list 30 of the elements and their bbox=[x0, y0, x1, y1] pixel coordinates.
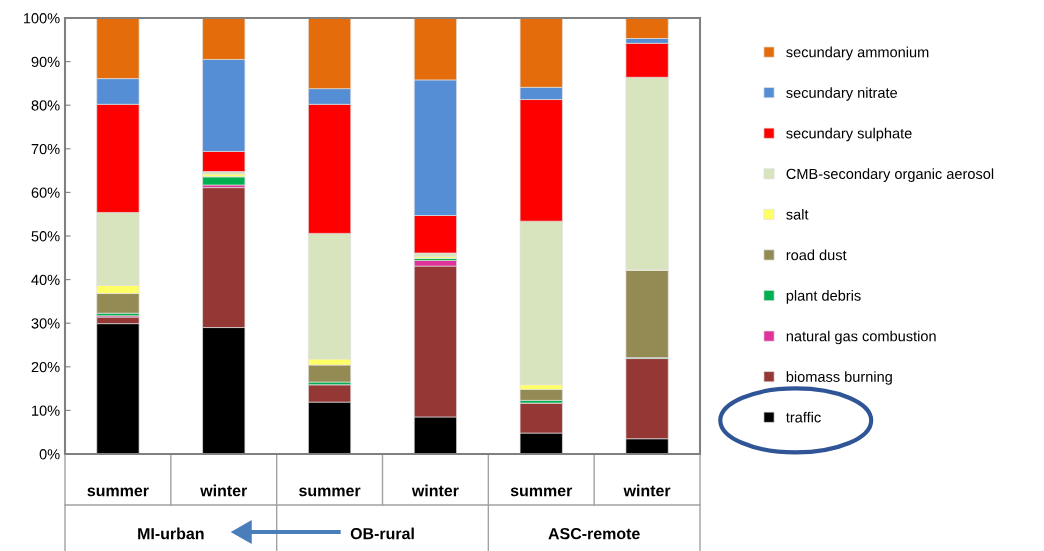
y-tick-label: 70% bbox=[31, 143, 60, 155]
text: OB-rural bbox=[350, 527, 414, 540]
y-tick-label: 90% bbox=[31, 56, 60, 68]
y-tick-label: 40% bbox=[31, 274, 60, 286]
y-tick-label: 80% bbox=[31, 100, 60, 111]
y-tick-label: 10% bbox=[32, 405, 60, 416]
x-tick-label: winter bbox=[200, 484, 248, 497]
legend-label: secundary sulphate bbox=[786, 127, 912, 142]
x-tick-label: winter bbox=[411, 484, 459, 497]
x-tick-label: summer bbox=[510, 487, 573, 497]
legend-label: secundary nitrate bbox=[786, 87, 898, 101]
y-tick-label: 30% bbox=[31, 318, 60, 329]
legend-label: natural gas combustion bbox=[786, 330, 936, 345]
y-tick-label: 60% bbox=[31, 187, 60, 198]
y-tick-label: 0% bbox=[39, 449, 60, 460]
legend-label: salt bbox=[786, 208, 809, 220]
legend-label: biomass burning bbox=[786, 371, 892, 385]
legend-label: traffic bbox=[786, 411, 821, 423]
legend-label: CMB-secondary organic aerosol bbox=[786, 168, 994, 182]
y-tick-label: 50% bbox=[31, 231, 60, 242]
y-tick-label: 20% bbox=[31, 361, 60, 373]
x-tick-label: summer bbox=[299, 487, 361, 497]
legend-label: plant debris bbox=[786, 290, 861, 304]
text: MI-urban bbox=[138, 527, 204, 540]
legend-label: road dust bbox=[786, 249, 847, 261]
x-tick-label: summer bbox=[87, 487, 149, 497]
x-tick-label: winter bbox=[623, 484, 671, 497]
y-tick-label: 100% bbox=[23, 13, 60, 24]
text: ASC-remote bbox=[548, 527, 640, 540]
legend-label: secundary ammonium bbox=[786, 46, 929, 61]
